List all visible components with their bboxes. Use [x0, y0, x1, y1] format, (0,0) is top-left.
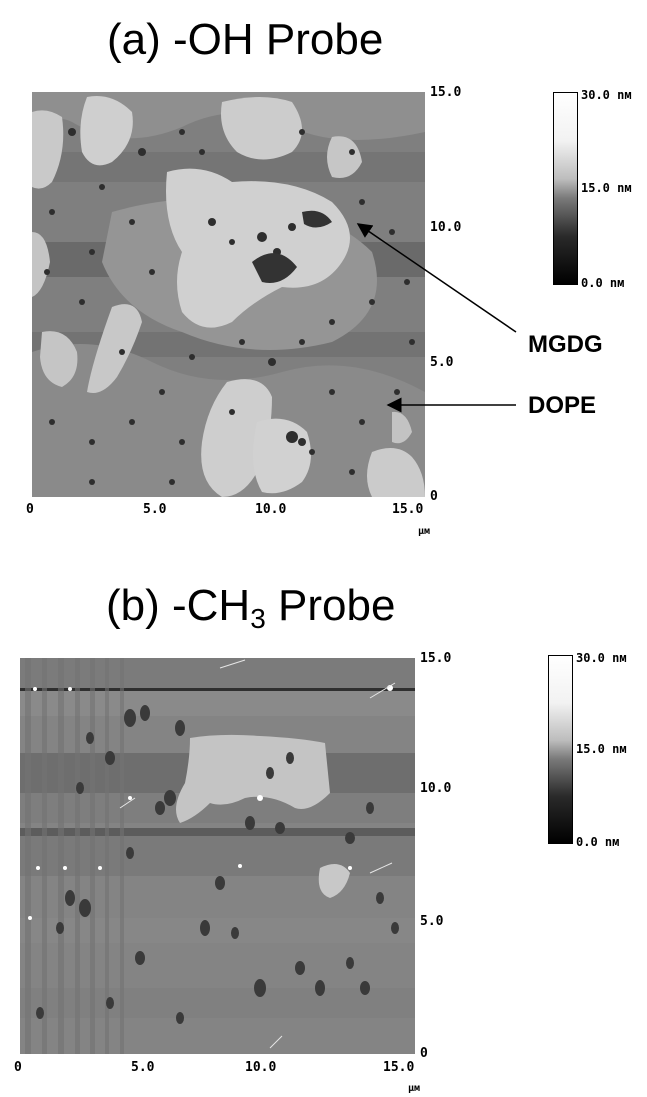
panel-b-y-tick-2: 5.0: [420, 914, 444, 929]
panel-b-y-tick-0: 15.0: [420, 651, 452, 666]
panel-a-x-unit: µм: [418, 526, 431, 537]
panel-b-title: (b) -CH3 Probe: [106, 584, 395, 633]
panel-a-colorbar: [553, 92, 578, 285]
panel-a-y-tick-0: 15.0: [430, 85, 462, 100]
panel-a-colorbar-mid: 15.0 nм: [581, 181, 632, 195]
panel-a-y-tick-1: 10.0: [430, 220, 462, 235]
panel-a-topography: [32, 92, 425, 497]
panel-b-colorbar-max: 30.0 nм: [576, 651, 627, 665]
panel-b-y-tick-3: 0: [420, 1046, 428, 1061]
panel-b-y-tick-1: 10.0: [420, 781, 452, 796]
panel-b-x-tick-0: 0: [14, 1060, 22, 1075]
panel-b-title-suffix: Probe: [265, 581, 396, 630]
panel-b-title-prefix: (b) -CH: [106, 581, 251, 630]
panel-b-colorbar-min: 0.0 nм: [576, 835, 620, 849]
panel-a-x-tick-0: 0: [26, 502, 34, 517]
panel-a-x-tick-2: 10.0: [255, 502, 287, 517]
panel-b-x-tick-2: 10.0: [245, 1060, 277, 1075]
panel-b-title-subscript: 3: [250, 603, 266, 634]
panel-a-title: (a) -OH Probe: [107, 18, 383, 62]
panel-b-x-unit: µм: [408, 1083, 421, 1094]
annotation-dope: DOPE: [528, 392, 597, 419]
panel-a-x-tick-3: 15.0: [392, 502, 424, 517]
panel-b-topography: [20, 658, 415, 1054]
panel-a-colorbar-min: 0.0 nм: [581, 276, 625, 290]
panel-b-x-tick-3: 15.0: [383, 1060, 415, 1075]
panel-b-colorbar: [548, 655, 573, 844]
panel-a-y-tick-3: 0: [430, 489, 438, 504]
panel-b-x-tick-1: 5.0: [131, 1060, 155, 1075]
panel-a-x-tick-1: 5.0: [143, 502, 167, 517]
mgdg-arrow: [356, 223, 517, 333]
panel-a-title-text: (a) -OH Probe: [107, 15, 384, 64]
panel-b-colorbar-mid: 15.0 nм: [576, 742, 627, 756]
panel-a-y-tick-2: 5.0: [430, 355, 454, 370]
annotation-mgdg: MGDG: [528, 331, 603, 358]
panel-a-colorbar-max: 30.0 nм: [581, 88, 632, 102]
panel-a-afm-image: [32, 92, 425, 497]
panel-b-afm-image: [20, 658, 415, 1054]
